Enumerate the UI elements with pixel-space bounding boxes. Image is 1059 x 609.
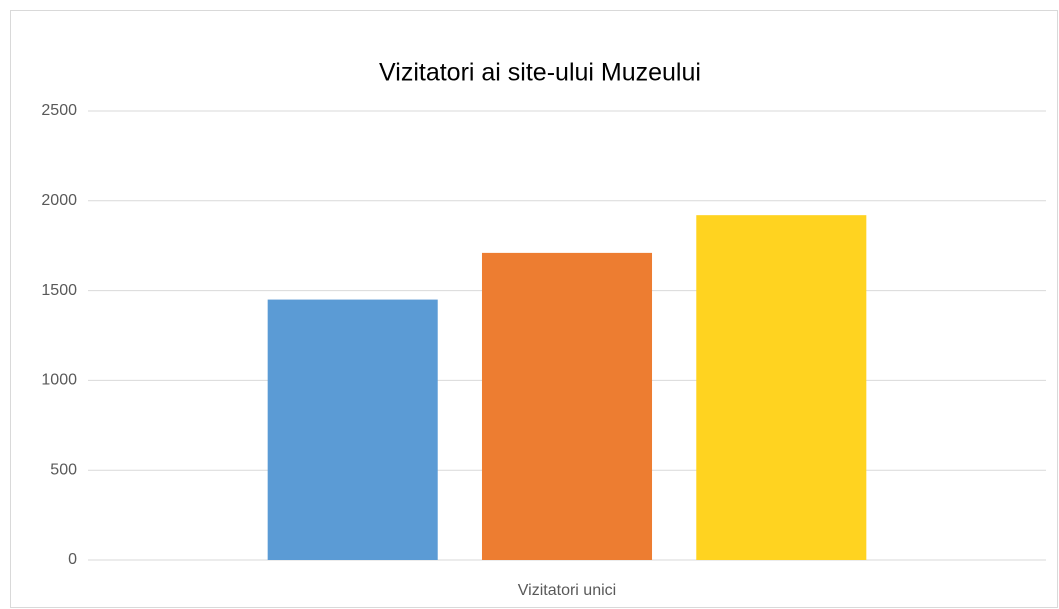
bar <box>481 252 653 560</box>
x-tick-label: Vizitatori unici <box>518 582 616 599</box>
y-tick-label: 500 <box>50 461 77 478</box>
y-tick-label: 1500 <box>41 282 77 299</box>
bar <box>696 215 867 560</box>
y-tick-label: 1000 <box>41 372 77 389</box>
y-tick-label: 2000 <box>41 192 77 209</box>
bar <box>267 299 438 560</box>
y-tick-label: 2500 <box>41 102 77 119</box>
chart-title: Vizitatori ai site-ului Muzeului <box>379 59 701 87</box>
y-tick-label: 0 <box>68 551 77 568</box>
